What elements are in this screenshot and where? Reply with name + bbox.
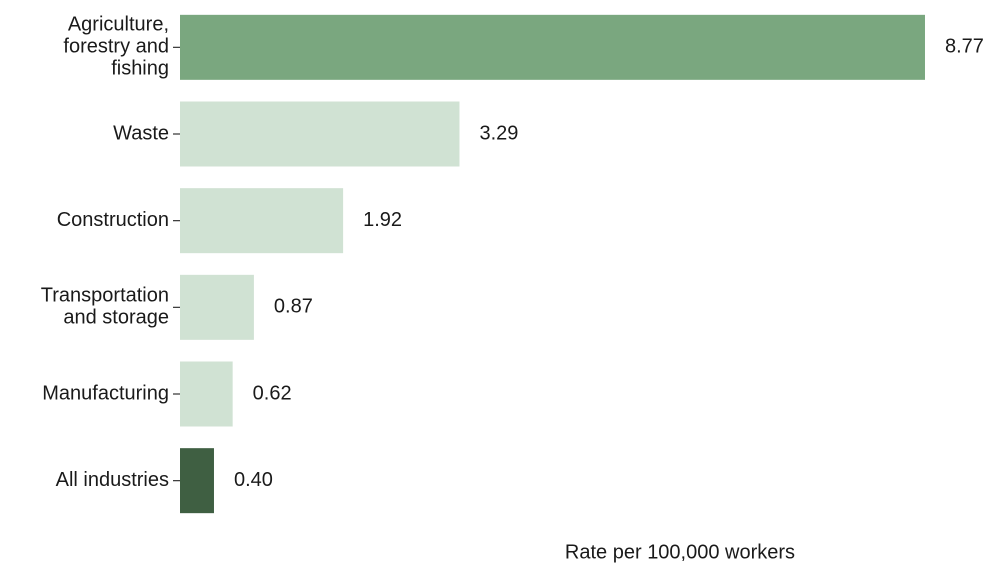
bar [180, 448, 214, 514]
y-tick-label: Manufacturing [42, 382, 169, 404]
x-axis-title: Rate per 100,000 workers [565, 541, 795, 563]
value-label: 8.77 [945, 36, 984, 58]
bar [180, 361, 233, 427]
bar [180, 188, 344, 254]
bar [180, 101, 460, 167]
bar [180, 274, 254, 340]
value-label: 0.40 [234, 469, 273, 491]
y-tick-label: Waste [113, 122, 169, 144]
y-tick-label: All industries [56, 469, 169, 491]
bar [180, 14, 925, 80]
value-label: 1.92 [363, 209, 402, 231]
y-tick-label: Transportation and storage [41, 285, 169, 329]
y-tick-label: Construction [57, 209, 169, 231]
value-label: 0.62 [253, 382, 292, 404]
y-tick-label: Agriculture, forestry and fishing [63, 14, 169, 80]
value-label: 0.87 [274, 296, 313, 318]
value-label: 3.29 [479, 122, 518, 144]
